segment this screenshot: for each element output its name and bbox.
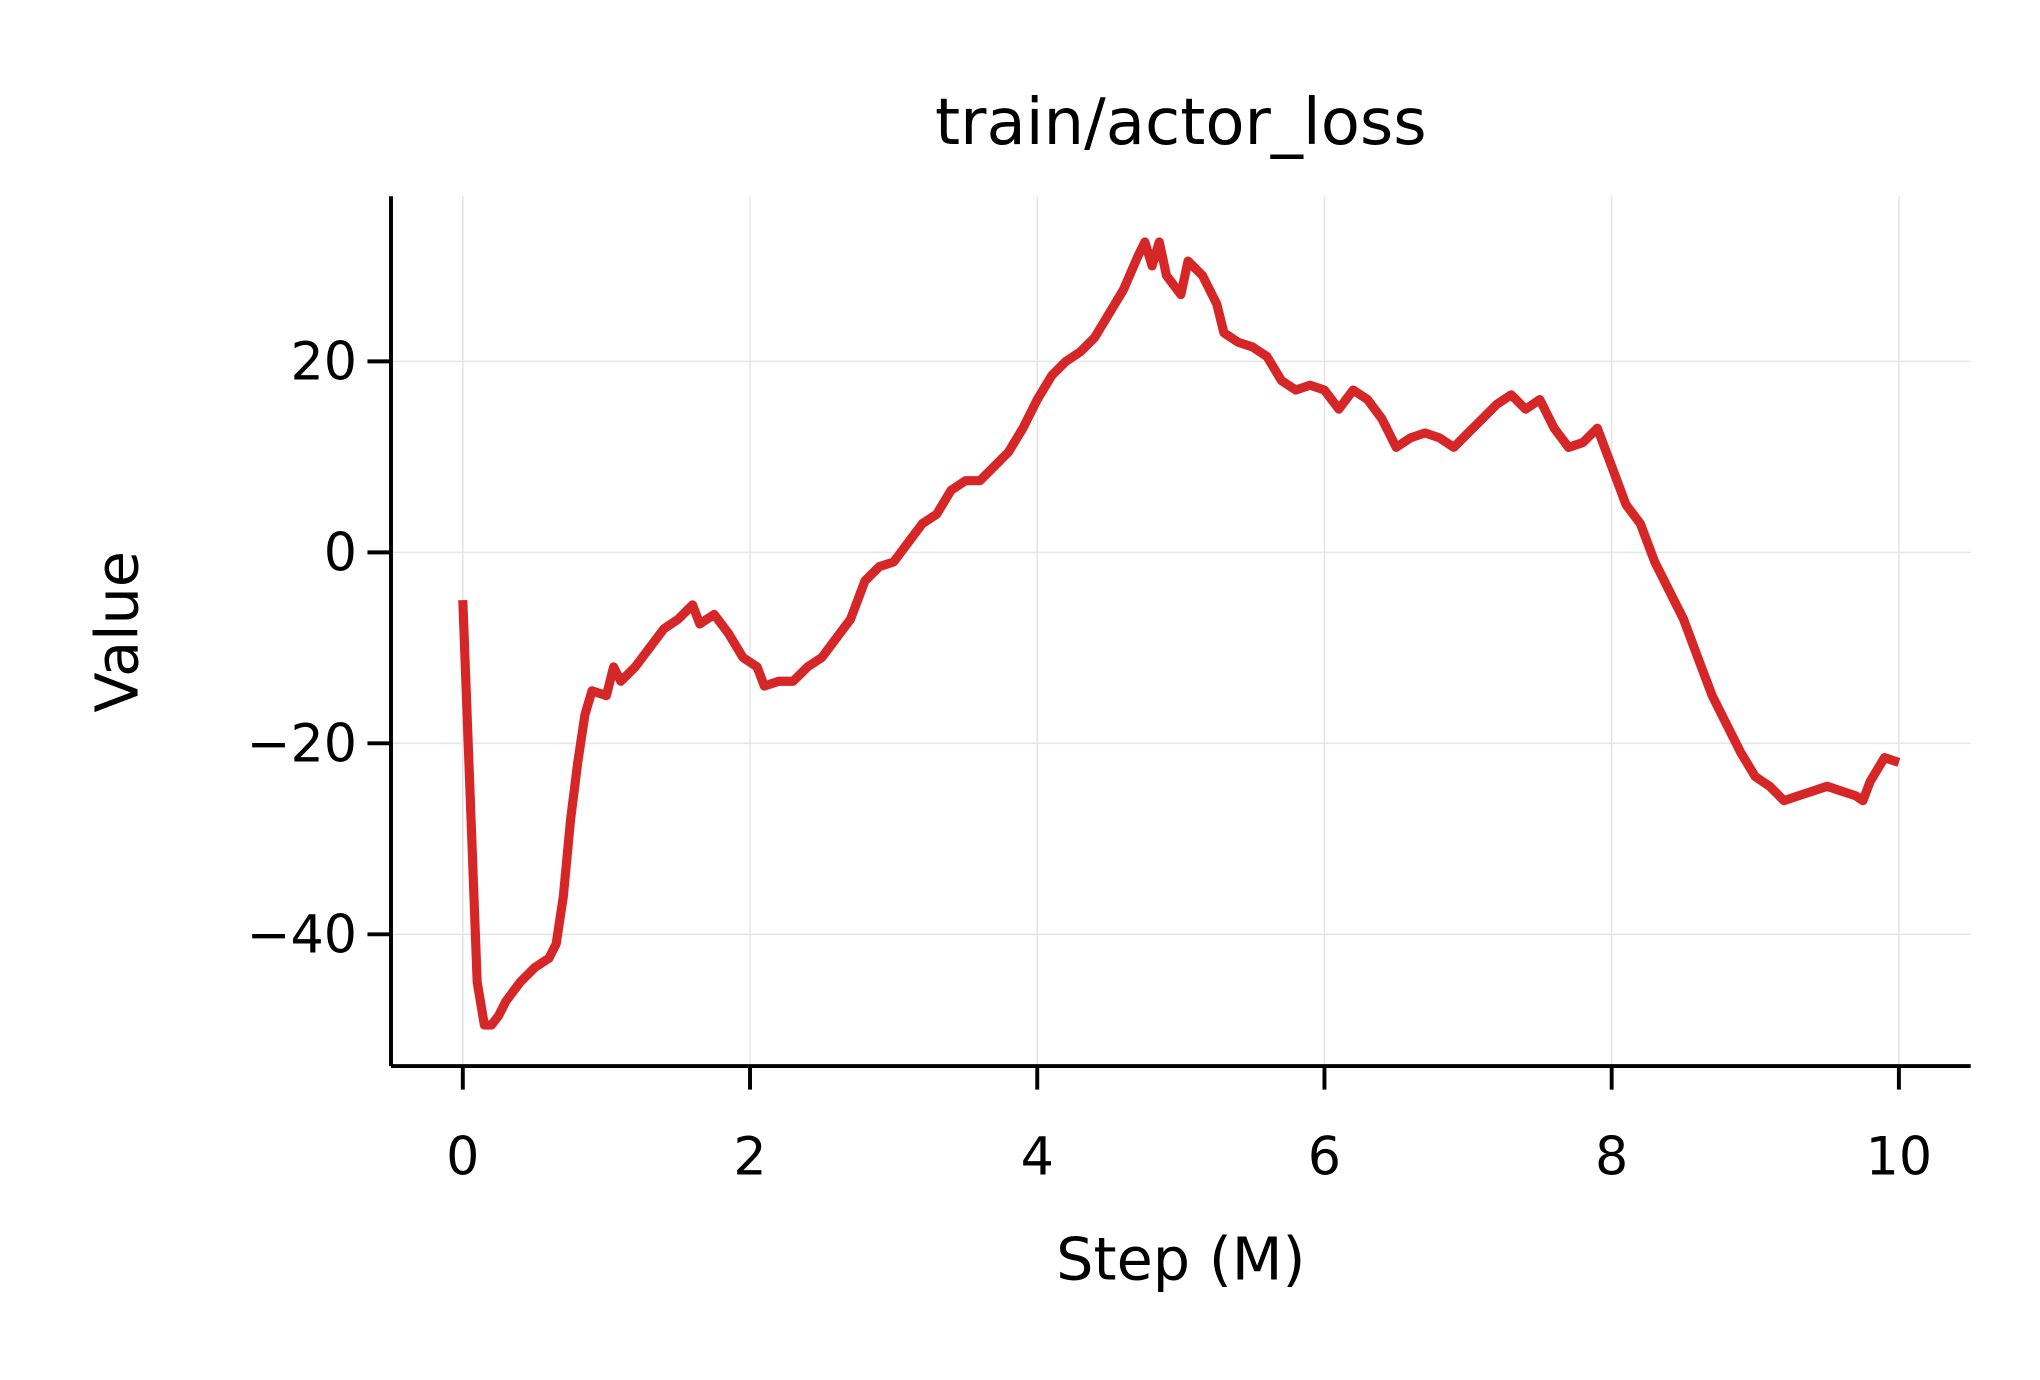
y-axis-label: Value: [82, 551, 151, 713]
x-tick-label: 8: [1595, 1127, 1628, 1188]
x-tick-label: 10: [1866, 1127, 1933, 1188]
x-tick-label: 2: [733, 1127, 766, 1188]
y-tick-label: 0: [324, 523, 357, 584]
y-tick-label: −40: [247, 905, 357, 966]
y-tick-label: −20: [247, 714, 357, 775]
x-tick-label: 6: [1308, 1127, 1341, 1188]
y-tick-label: 20: [290, 332, 357, 393]
chart-title: train/actor_loss: [935, 86, 1427, 160]
data-line: [458, 237, 1901, 1030]
x-axis-label: Step (M): [1056, 1224, 1305, 1293]
x-tick-label: 4: [1021, 1127, 1054, 1188]
x-tick-label: 0: [446, 1127, 479, 1188]
